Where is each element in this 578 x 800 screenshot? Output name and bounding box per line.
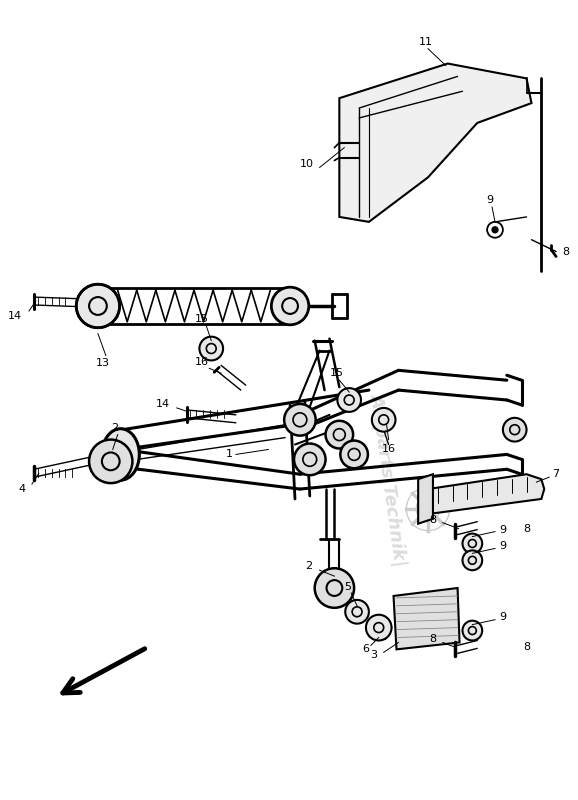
Text: 16: 16 <box>194 358 209 367</box>
Text: 2: 2 <box>306 562 313 571</box>
Ellipse shape <box>271 287 309 325</box>
Circle shape <box>462 621 482 641</box>
Circle shape <box>338 388 361 412</box>
Text: 8: 8 <box>429 514 436 525</box>
Text: 8: 8 <box>429 634 436 645</box>
Circle shape <box>199 337 223 361</box>
Circle shape <box>345 600 369 624</box>
Text: 8: 8 <box>523 524 530 534</box>
Text: 16: 16 <box>381 445 395 454</box>
Text: 11: 11 <box>419 37 433 46</box>
Circle shape <box>340 441 368 468</box>
Ellipse shape <box>76 284 120 328</box>
Circle shape <box>462 534 482 554</box>
Circle shape <box>366 614 391 641</box>
Text: 13: 13 <box>96 358 110 368</box>
Text: 8: 8 <box>562 246 569 257</box>
Text: 14: 14 <box>8 311 22 321</box>
Text: 3: 3 <box>370 650 377 660</box>
Text: 2: 2 <box>111 422 118 433</box>
Text: 15: 15 <box>194 314 209 324</box>
Circle shape <box>89 439 132 483</box>
Circle shape <box>325 421 353 449</box>
Text: 9: 9 <box>499 542 506 551</box>
Text: 7: 7 <box>553 470 560 479</box>
Circle shape <box>492 227 498 233</box>
Circle shape <box>314 568 354 608</box>
Text: Artparts|Technik|: Artparts|Technik| <box>368 391 410 567</box>
Text: 14: 14 <box>155 399 170 409</box>
Circle shape <box>294 443 325 475</box>
Text: 6: 6 <box>362 644 369 654</box>
Circle shape <box>372 408 395 432</box>
Text: 1: 1 <box>225 450 232 459</box>
Polygon shape <box>418 474 433 524</box>
Polygon shape <box>423 474 544 514</box>
Text: 15: 15 <box>329 368 343 378</box>
Text: 10: 10 <box>300 159 314 170</box>
Text: 9: 9 <box>487 195 494 205</box>
Circle shape <box>462 550 482 570</box>
Polygon shape <box>394 588 460 650</box>
Circle shape <box>284 404 316 436</box>
Text: 9: 9 <box>499 612 506 622</box>
Polygon shape <box>339 63 531 222</box>
Text: 9: 9 <box>499 525 506 534</box>
Text: 4: 4 <box>19 484 26 494</box>
Text: 8: 8 <box>523 642 530 652</box>
Text: 5: 5 <box>344 582 351 592</box>
Ellipse shape <box>102 429 139 480</box>
Circle shape <box>503 418 527 442</box>
